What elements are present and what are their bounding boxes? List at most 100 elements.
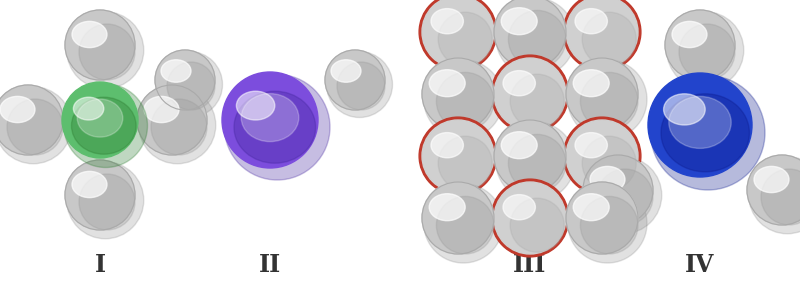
Circle shape bbox=[422, 58, 494, 130]
Ellipse shape bbox=[66, 162, 144, 239]
Ellipse shape bbox=[326, 51, 393, 118]
Ellipse shape bbox=[79, 174, 135, 230]
Ellipse shape bbox=[66, 12, 144, 89]
Ellipse shape bbox=[72, 21, 107, 48]
Ellipse shape bbox=[437, 196, 494, 254]
Text: II: II bbox=[259, 253, 281, 277]
Ellipse shape bbox=[501, 132, 538, 159]
Ellipse shape bbox=[234, 91, 315, 163]
Ellipse shape bbox=[501, 8, 538, 35]
Ellipse shape bbox=[71, 97, 136, 154]
Circle shape bbox=[566, 58, 638, 130]
Ellipse shape bbox=[237, 91, 275, 120]
Ellipse shape bbox=[581, 196, 638, 254]
Ellipse shape bbox=[590, 166, 625, 193]
Ellipse shape bbox=[151, 99, 207, 155]
Ellipse shape bbox=[138, 87, 216, 164]
Ellipse shape bbox=[509, 10, 566, 68]
Circle shape bbox=[566, 0, 638, 68]
Ellipse shape bbox=[663, 94, 706, 125]
Circle shape bbox=[583, 155, 653, 225]
Circle shape bbox=[747, 155, 800, 225]
Ellipse shape bbox=[337, 62, 385, 110]
Ellipse shape bbox=[581, 72, 638, 130]
Ellipse shape bbox=[754, 166, 789, 193]
Ellipse shape bbox=[496, 122, 575, 201]
Ellipse shape bbox=[510, 74, 564, 128]
Ellipse shape bbox=[242, 93, 299, 142]
Circle shape bbox=[422, 182, 494, 254]
Ellipse shape bbox=[575, 133, 607, 158]
Ellipse shape bbox=[496, 0, 575, 77]
Ellipse shape bbox=[503, 71, 535, 96]
Ellipse shape bbox=[666, 12, 744, 89]
Circle shape bbox=[419, 0, 497, 71]
Ellipse shape bbox=[431, 133, 463, 158]
Circle shape bbox=[0, 85, 63, 155]
Circle shape bbox=[563, 0, 641, 71]
Ellipse shape bbox=[437, 72, 494, 130]
Circle shape bbox=[62, 82, 138, 158]
Ellipse shape bbox=[503, 195, 535, 220]
Ellipse shape bbox=[331, 60, 361, 82]
Ellipse shape bbox=[510, 198, 564, 252]
Circle shape bbox=[422, 0, 494, 68]
Ellipse shape bbox=[429, 70, 466, 97]
Ellipse shape bbox=[79, 24, 135, 80]
Circle shape bbox=[566, 182, 638, 254]
Ellipse shape bbox=[74, 97, 104, 120]
Ellipse shape bbox=[7, 99, 63, 155]
Ellipse shape bbox=[679, 24, 735, 80]
Ellipse shape bbox=[650, 76, 765, 190]
Ellipse shape bbox=[568, 184, 647, 263]
Ellipse shape bbox=[144, 96, 179, 123]
Ellipse shape bbox=[157, 51, 222, 118]
Ellipse shape bbox=[161, 60, 191, 82]
Ellipse shape bbox=[672, 21, 707, 48]
Circle shape bbox=[665, 10, 735, 80]
Ellipse shape bbox=[72, 171, 107, 198]
Circle shape bbox=[648, 73, 752, 177]
Ellipse shape bbox=[573, 194, 610, 221]
Ellipse shape bbox=[761, 169, 800, 225]
Circle shape bbox=[563, 117, 641, 195]
Ellipse shape bbox=[669, 96, 731, 148]
Ellipse shape bbox=[224, 74, 330, 180]
Ellipse shape bbox=[568, 60, 647, 139]
Ellipse shape bbox=[597, 169, 653, 225]
Ellipse shape bbox=[64, 84, 147, 168]
Ellipse shape bbox=[575, 9, 607, 34]
Ellipse shape bbox=[438, 12, 492, 66]
Ellipse shape bbox=[424, 60, 503, 139]
Circle shape bbox=[566, 120, 638, 192]
Circle shape bbox=[155, 50, 215, 110]
Circle shape bbox=[419, 117, 497, 195]
Ellipse shape bbox=[509, 134, 566, 192]
Ellipse shape bbox=[585, 157, 662, 234]
Circle shape bbox=[491, 55, 569, 133]
Circle shape bbox=[422, 120, 494, 192]
Ellipse shape bbox=[0, 96, 35, 123]
Ellipse shape bbox=[582, 12, 636, 66]
Circle shape bbox=[325, 50, 385, 110]
Ellipse shape bbox=[424, 184, 503, 263]
Circle shape bbox=[491, 179, 569, 257]
Circle shape bbox=[137, 85, 207, 155]
Ellipse shape bbox=[77, 99, 123, 137]
Circle shape bbox=[494, 0, 566, 68]
Circle shape bbox=[65, 10, 135, 80]
Ellipse shape bbox=[431, 9, 463, 34]
Ellipse shape bbox=[429, 194, 466, 221]
Ellipse shape bbox=[0, 87, 72, 164]
Circle shape bbox=[494, 120, 566, 192]
Ellipse shape bbox=[661, 94, 750, 172]
Circle shape bbox=[222, 72, 318, 168]
Text: I: I bbox=[94, 253, 106, 277]
Circle shape bbox=[65, 160, 135, 230]
Ellipse shape bbox=[582, 136, 636, 190]
Text: IV: IV bbox=[686, 253, 714, 277]
Circle shape bbox=[494, 182, 566, 254]
Ellipse shape bbox=[573, 70, 610, 97]
Text: III: III bbox=[514, 253, 546, 277]
Ellipse shape bbox=[438, 136, 492, 190]
